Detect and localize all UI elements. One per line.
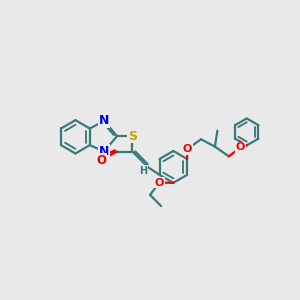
Text: O: O <box>155 178 164 188</box>
Text: N: N <box>99 114 109 128</box>
Text: O: O <box>236 142 245 152</box>
Text: N: N <box>99 145 109 158</box>
Text: H: H <box>139 166 147 176</box>
Text: S: S <box>128 130 137 142</box>
Text: O: O <box>183 144 192 154</box>
Text: O: O <box>96 154 106 166</box>
